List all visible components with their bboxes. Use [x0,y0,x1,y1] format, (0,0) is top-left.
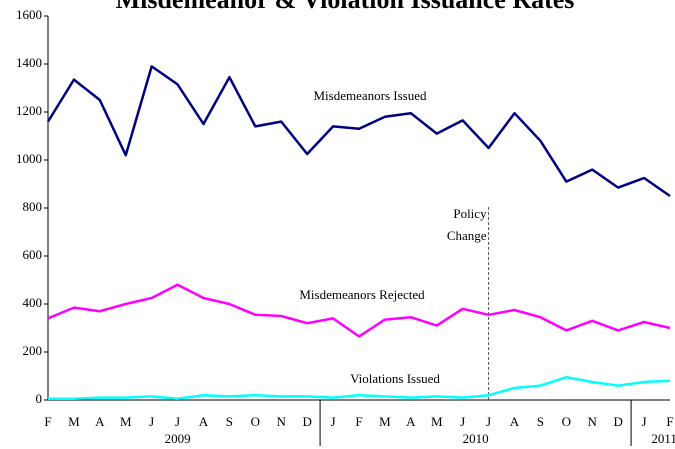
x-tick-label: J [149,414,154,429]
x-tick-label: F [44,414,51,429]
x-tick-label: F [666,414,673,429]
y-tick-label: 600 [23,247,43,262]
x-tick-label: A [510,414,520,429]
x-tick-label: J [175,414,180,429]
y-tick-label: 1200 [16,103,42,118]
y-tick-label: 400 [23,295,43,310]
x-tick-label: J [331,414,336,429]
x-tick-label: N [588,414,598,429]
x-tick-label: M [68,414,80,429]
y-tick-label: 1400 [16,55,42,70]
x-tick-label: J [460,414,465,429]
series-label: Misdemeanors Rejected [299,287,425,302]
series-line [48,375,671,401]
series-line [47,283,671,338]
y-tick-label: 1000 [16,151,42,166]
series-label: Violations Issued [350,371,440,386]
x-tick-label: D [302,414,311,429]
x-tick-label: S [226,414,233,429]
x-tick-label: A [199,414,209,429]
year-label: 2009 [165,431,191,446]
y-tick-label: 800 [23,199,43,214]
x-tick-label: O [562,414,571,429]
chart-title: Misdemeanor & Violation Issuance Rates [116,0,575,14]
x-tick-label: M [120,414,132,429]
y-tick-label: 0 [36,391,43,406]
x-tick-label: O [251,414,260,429]
x-tick-label: F [355,414,362,429]
year-label: 2011 [651,431,675,446]
y-tick-label: 200 [23,343,43,358]
policy-label: Change [447,228,487,243]
x-tick-label: A [95,414,105,429]
x-tick-label: J [642,414,647,429]
x-tick-label: M [379,414,391,429]
x-tick-label: N [277,414,287,429]
x-tick-label: J [486,414,491,429]
x-tick-label: A [406,414,416,429]
x-tick-label: D [613,414,622,429]
y-tick-label: 1600 [16,7,42,22]
year-label: 2010 [463,431,489,446]
series-line [46,65,671,198]
x-tick-label: M [431,414,443,429]
series-label: Misdemeanors Issued [313,88,427,103]
policy-label: Policy [453,206,487,221]
x-tick-label: S [537,414,544,429]
